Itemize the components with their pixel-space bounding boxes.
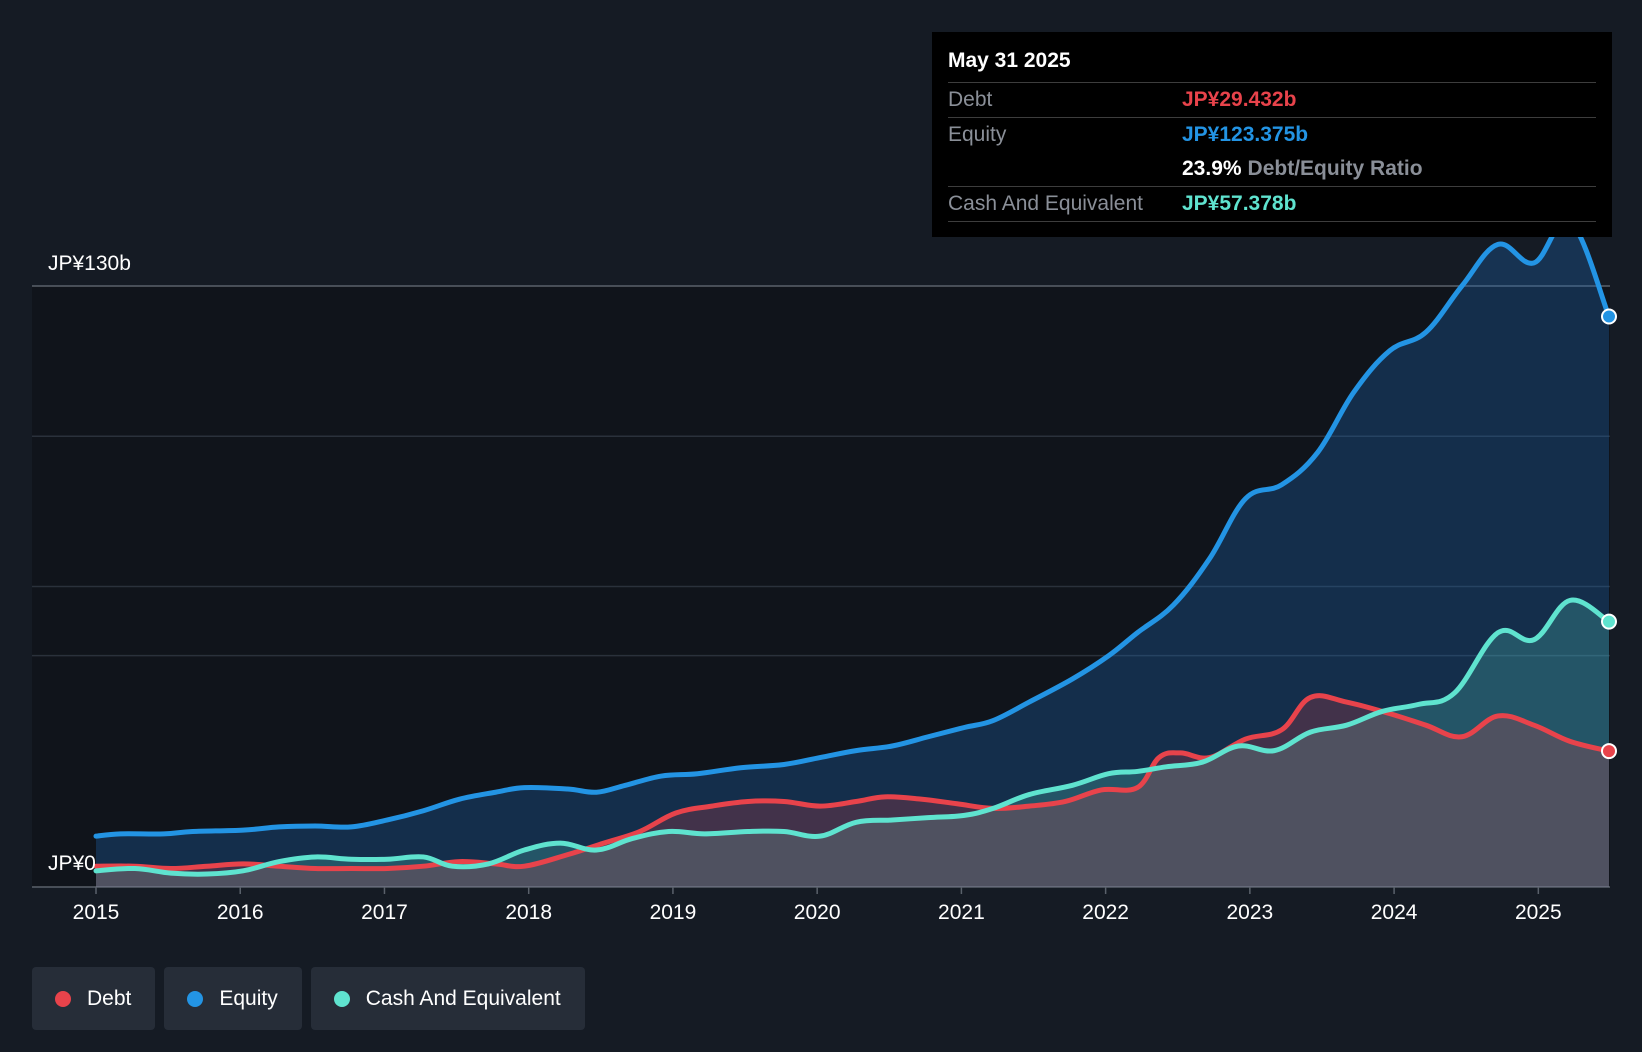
tooltip-date: May 31 2025: [948, 46, 1596, 83]
endpoint-cash: [1601, 613, 1617, 630]
legend-equity-label: Equity: [219, 986, 278, 1010]
line-equity: [93, 217, 1612, 839]
x-tick-label: 2017: [361, 901, 408, 924]
tooltip-debt-value: JP¥29.432b: [1182, 88, 1297, 111]
tooltip-cash-value: JP¥57.378b: [1182, 192, 1297, 215]
cash-dot-icon: [333, 990, 350, 1007]
x-tick-label: 2022: [1082, 901, 1129, 924]
x-tick-label: 2023: [1227, 901, 1274, 924]
endpoint-debt: [1601, 743, 1617, 760]
tooltip-ratio-value: 23.9%: [1182, 157, 1242, 180]
series-areas: [96, 219, 1609, 888]
area-debt: [96, 695, 1609, 887]
series-lines: [93, 217, 1612, 877]
endpoint-equity: [1601, 308, 1617, 325]
y-axis-bottom-label: JP¥0: [48, 852, 96, 875]
x-tick-label: 2020: [794, 901, 841, 924]
x-axis-ticks: 2015 2016 2017 2018 2019 2020 2021 2022 2023 2024…: [73, 887, 1562, 924]
equity-dot-icon: [187, 990, 204, 1007]
x-tick-label: 2015: [73, 901, 120, 924]
x-tick-label: 2016: [217, 901, 264, 924]
y-axis-top-label: JP¥130b: [48, 252, 131, 275]
legend-cash-label: Cash And Equivalent: [365, 986, 561, 1010]
tooltip-panel: May 31 2025 Debt JP¥29.432b Equity JP¥12…: [932, 32, 1612, 237]
tooltip-cash-row: Cash And Equivalent JP¥57.378b: [948, 187, 1596, 222]
tooltip-cash-label: Cash And Equivalent: [948, 192, 1143, 215]
tooltip-equity-value: JP¥123.375b: [1182, 123, 1309, 146]
debt-dot-icon: [55, 990, 71, 1007]
legend-item-debt[interactable]: Debt: [32, 967, 156, 1030]
tooltip-ratio-spacer: [948, 152, 1182, 186]
area-equity: [96, 219, 1609, 888]
x-tick-label: 2019: [650, 901, 697, 924]
x-tick-label: 2018: [505, 901, 552, 924]
x-tick-label: 2021: [938, 901, 985, 924]
grid-lines: [32, 285, 1610, 888]
series-endpoints: [1601, 308, 1617, 760]
line-debt: [93, 693, 1612, 872]
area-cash: [96, 600, 1609, 887]
tooltip-debt-row: Debt JP¥29.432b: [948, 83, 1596, 118]
legend: Debt Equity Cash And Equivalent: [32, 967, 585, 1030]
line-cash: [93, 597, 1612, 877]
legend-debt-label: Debt: [87, 986, 132, 1010]
tooltip-equity-label: Equity: [948, 123, 1007, 146]
x-tick-label: 2024: [1371, 901, 1418, 924]
tooltip-ratio-row: 23.9% Debt/Equity Ratio: [948, 152, 1596, 187]
tooltip-debt-label: Debt: [948, 88, 993, 111]
legend-item-cash[interactable]: Cash And Equivalent: [310, 967, 585, 1030]
x-tick-label: 2025: [1515, 901, 1562, 924]
tooltip-ratio-label: Debt/Equity Ratio: [1247, 157, 1423, 180]
legend-item-equity[interactable]: Equity: [164, 967, 302, 1030]
tooltip-equity-row: Equity JP¥123.375b: [948, 118, 1596, 152]
